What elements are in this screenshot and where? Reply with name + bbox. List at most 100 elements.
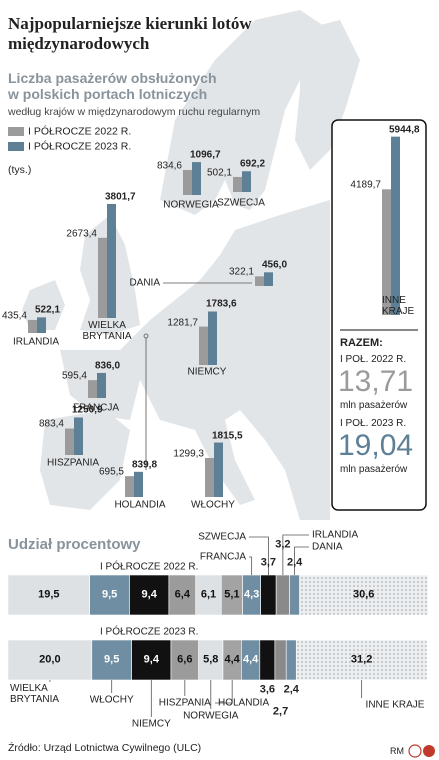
bar: [214, 442, 223, 497]
value-label: 5944,8: [389, 124, 420, 136]
category-label: FRANCJA: [199, 551, 246, 563]
value-label: 9,4: [143, 653, 159, 666]
bar: [183, 169, 192, 195]
category-label: HISZPANIA: [158, 697, 211, 709]
leader-line: [249, 556, 253, 575]
bar: [28, 319, 37, 333]
bar: [74, 417, 83, 455]
category-label: NORWEGIA: [163, 199, 219, 211]
value-label: 595,4: [61, 370, 87, 382]
segment: [275, 574, 290, 616]
value-label: 1250,9: [72, 404, 103, 416]
segment: [295, 639, 428, 681]
value-label: 30,6: [353, 588, 375, 601]
value-label: 502,1: [206, 167, 232, 179]
summary-value: 13,71: [338, 365, 414, 398]
logo: [423, 745, 435, 757]
value-label: 20,0: [39, 653, 61, 666]
value-label: 2,4: [286, 556, 303, 569]
bar: [88, 380, 97, 398]
logo: [408, 744, 422, 758]
leader-dot: [143, 333, 149, 339]
bar: [242, 171, 251, 192]
bar: [97, 372, 106, 398]
legend-swatch: [8, 142, 24, 151]
value-label: 695,5: [98, 466, 124, 478]
summary-box: [331, 119, 427, 511]
bar: [264, 272, 273, 286]
summary-value: 19,04: [338, 429, 414, 462]
segment: [129, 574, 170, 616]
category-label: INNE KRAJE: [382, 295, 415, 317]
segment: [131, 639, 172, 681]
value-label: 3,7: [260, 556, 277, 569]
category-label: WŁOCHY: [89, 694, 134, 706]
value-label: 836,0: [95, 360, 121, 372]
legend-swatch: [8, 127, 24, 136]
category-label: NIEMCY: [187, 366, 227, 378]
value-label: 5,8: [203, 653, 219, 666]
bar: [107, 203, 116, 318]
summary-unit: mln pasażerów: [340, 464, 408, 475]
category-label: SZWECJA: [198, 531, 246, 543]
value-label: 3801,7: [105, 191, 136, 203]
segment: [285, 639, 297, 681]
map: [22, 10, 360, 520]
leader-line: [294, 546, 309, 575]
credit: RM: [390, 746, 404, 756]
value-label: 4,4: [242, 653, 259, 666]
chart-subtitle: według krajów w międzynarodowym ruchu re…: [8, 106, 261, 118]
bar: [208, 311, 217, 365]
segment: [259, 639, 276, 681]
legend-label: I PÓŁROCZE 2022 R.: [28, 125, 132, 138]
bar: [192, 162, 201, 195]
value-label: 5,1: [224, 588, 240, 601]
value-label: 522,1: [35, 304, 61, 316]
category-label: DANIA: [129, 277, 160, 289]
chart-title: Liczba pasażerów obsłużonych w polskich …: [8, 70, 217, 102]
category-label: HOLANDIA: [114, 499, 166, 511]
summary-period: I POŁ. 2022 R.: [340, 354, 407, 365]
bar: [255, 276, 264, 286]
series-label: I PÓŁROCZE 2023 R.: [100, 626, 199, 638]
main-title: Najpopularniejsze kierunki lotów międzyn…: [8, 14, 252, 53]
bar: [205, 458, 214, 497]
source: Źródło: Urząd Lotnictwa Cywilnego (ULC): [8, 742, 202, 754]
category-label: HISZPANIA: [46, 457, 100, 469]
summary-label: RAZEM:: [340, 337, 383, 349]
category-label: DANIA: [312, 541, 343, 553]
value-label: 1783,6: [206, 298, 237, 310]
series-label: I PÓŁROCZE 2022 R.: [100, 561, 199, 573]
segment: [89, 574, 130, 616]
segment: [260, 574, 277, 616]
bar: [233, 176, 242, 192]
value-label: 2673,4: [66, 228, 97, 240]
segment: [195, 574, 222, 616]
segment: [299, 574, 429, 616]
value-label: 1815,5: [212, 430, 243, 442]
summary-period: I POŁ. 2023 R.: [340, 418, 407, 429]
bar: [37, 317, 46, 333]
category-label: WIELKA BRYTANIA: [82, 320, 132, 342]
value-label: 19,5: [38, 588, 60, 601]
category-label: FRANCJA: [72, 402, 120, 414]
category-label: HOLANDIA: [218, 697, 270, 709]
unit-label: (tys.): [8, 164, 32, 176]
value-label: 883,4: [38, 418, 64, 430]
segment: [91, 639, 132, 681]
value-label: 839,8: [132, 459, 158, 471]
segment: [7, 639, 93, 681]
category-label: WIELKA BRYTANIA: [10, 683, 60, 705]
legend-label: I PÓŁROCZE 2023 R.: [28, 140, 132, 153]
category-label: INNE KRAJE: [365, 699, 425, 711]
bar: [391, 136, 400, 315]
value-label: 435,4: [1, 310, 27, 322]
value-label: 6,1: [200, 588, 217, 601]
segment: [170, 639, 199, 681]
value-label: 2,4: [283, 683, 299, 696]
bar: [65, 428, 74, 455]
segment: [7, 574, 91, 616]
leader-line: [215, 680, 233, 704]
value-label: 4,4: [224, 653, 240, 666]
value-label: 6,4: [174, 588, 190, 601]
